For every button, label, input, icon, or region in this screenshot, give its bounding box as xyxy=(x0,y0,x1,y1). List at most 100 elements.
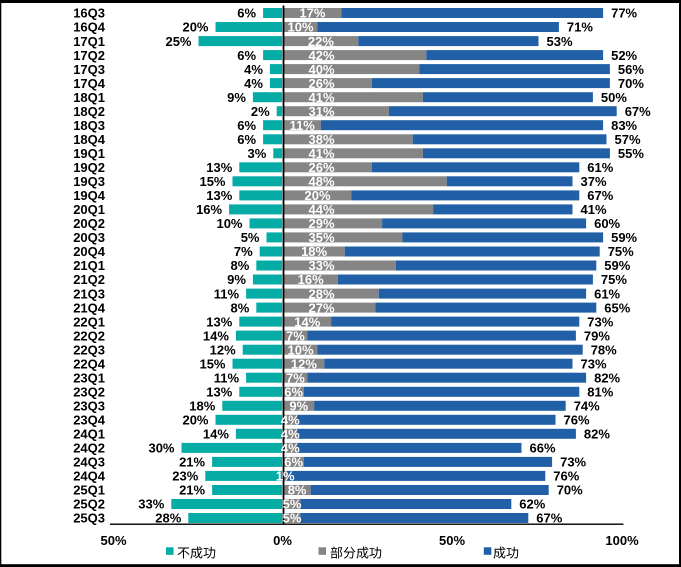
svg-text:1%: 1% xyxy=(276,469,295,484)
svg-text:20%: 20% xyxy=(304,188,330,203)
svg-text:20Q1: 20Q1 xyxy=(73,202,105,217)
svg-text:19Q3: 19Q3 xyxy=(73,174,105,189)
svg-text:41%: 41% xyxy=(308,90,334,105)
svg-text:18Q2: 18Q2 xyxy=(73,104,105,119)
svg-text:20Q3: 20Q3 xyxy=(73,230,105,245)
svg-text:6%: 6% xyxy=(284,385,303,400)
svg-text:16%: 16% xyxy=(298,272,324,287)
svg-text:21Q3: 21Q3 xyxy=(73,286,105,301)
svg-text:25%: 25% xyxy=(165,34,191,49)
svg-text:75%: 75% xyxy=(601,272,627,287)
svg-text:44%: 44% xyxy=(308,202,334,217)
svg-text:65%: 65% xyxy=(604,300,630,315)
svg-text:24Q4: 24Q4 xyxy=(73,469,106,484)
svg-text:82%: 82% xyxy=(584,427,610,442)
svg-text:28%: 28% xyxy=(155,511,181,526)
svg-text:25Q1: 25Q1 xyxy=(73,483,105,498)
svg-text:15%: 15% xyxy=(199,356,225,371)
svg-text:70%: 70% xyxy=(557,483,583,498)
svg-text:23%: 23% xyxy=(172,469,198,484)
svg-text:16%: 16% xyxy=(196,202,222,217)
svg-text:22Q4: 22Q4 xyxy=(73,356,106,371)
svg-text:25Q3: 25Q3 xyxy=(73,511,105,526)
svg-text:0%: 0% xyxy=(273,533,292,548)
svg-text:42%: 42% xyxy=(308,48,334,63)
svg-text:13%: 13% xyxy=(206,160,232,175)
svg-text:14%: 14% xyxy=(294,314,320,329)
svg-text:7%: 7% xyxy=(234,244,253,259)
svg-text:14%: 14% xyxy=(203,328,229,343)
svg-text:10%: 10% xyxy=(287,342,313,357)
svg-text:41%: 41% xyxy=(308,146,334,161)
svg-text:3%: 3% xyxy=(248,146,267,161)
svg-text:4%: 4% xyxy=(244,76,263,91)
svg-text:13%: 13% xyxy=(206,314,232,329)
svg-text:53%: 53% xyxy=(547,34,573,49)
svg-text:13%: 13% xyxy=(206,188,232,203)
svg-text:73%: 73% xyxy=(560,455,586,470)
svg-text:23Q4: 23Q4 xyxy=(73,413,106,428)
svg-text:18Q1: 18Q1 xyxy=(73,90,105,105)
svg-text:19Q2: 19Q2 xyxy=(73,160,105,175)
svg-text:7%: 7% xyxy=(286,370,305,385)
svg-text:23Q1: 23Q1 xyxy=(73,370,105,385)
svg-text:70%: 70% xyxy=(618,76,644,91)
svg-text:8%: 8% xyxy=(231,300,250,315)
svg-text:22Q1: 22Q1 xyxy=(73,314,105,329)
svg-text:77%: 77% xyxy=(611,6,637,21)
svg-text:67%: 67% xyxy=(625,104,651,119)
svg-text:50%: 50% xyxy=(439,533,465,548)
svg-text:22Q3: 22Q3 xyxy=(73,342,105,357)
svg-text:4%: 4% xyxy=(281,427,300,442)
svg-text:14%: 14% xyxy=(203,427,229,442)
svg-text:66%: 66% xyxy=(530,441,556,456)
svg-text:13%: 13% xyxy=(206,385,232,400)
svg-text:82%: 82% xyxy=(594,370,620,385)
svg-text:12%: 12% xyxy=(210,342,236,357)
svg-text:17Q4: 17Q4 xyxy=(73,76,106,91)
svg-text:21%: 21% xyxy=(179,483,205,498)
svg-text:71%: 71% xyxy=(567,20,593,35)
svg-text:4%: 4% xyxy=(244,62,263,77)
svg-text:10%: 10% xyxy=(216,216,242,231)
svg-text:20Q2: 20Q2 xyxy=(73,216,105,231)
svg-text:22Q2: 22Q2 xyxy=(73,328,105,343)
svg-text:33%: 33% xyxy=(138,497,164,512)
svg-text:21Q2: 21Q2 xyxy=(73,272,105,287)
svg-text:17%: 17% xyxy=(299,6,325,21)
svg-text:57%: 57% xyxy=(615,132,641,147)
svg-text:5%: 5% xyxy=(241,230,260,245)
svg-text:20%: 20% xyxy=(182,20,208,35)
svg-text:18Q3: 18Q3 xyxy=(73,118,105,133)
svg-text:79%: 79% xyxy=(584,328,610,343)
svg-text:6%: 6% xyxy=(237,118,256,133)
svg-text:11%: 11% xyxy=(214,286,240,301)
svg-text:29%: 29% xyxy=(308,216,334,231)
svg-text:67%: 67% xyxy=(536,511,562,526)
svg-text:30%: 30% xyxy=(148,441,174,456)
svg-text:23Q3: 23Q3 xyxy=(73,399,105,414)
svg-text:75%: 75% xyxy=(608,244,634,259)
svg-text:56%: 56% xyxy=(618,62,644,77)
svg-text:24Q3: 24Q3 xyxy=(73,455,105,470)
svg-text:4%: 4% xyxy=(281,413,300,428)
svg-text:37%: 37% xyxy=(581,174,607,189)
svg-text:8%: 8% xyxy=(288,483,307,498)
svg-text:6%: 6% xyxy=(237,132,256,147)
svg-text:9%: 9% xyxy=(227,272,246,287)
svg-text:2%: 2% xyxy=(251,104,270,119)
svg-text:73%: 73% xyxy=(587,314,613,329)
svg-text:83%: 83% xyxy=(611,118,637,133)
svg-text:28%: 28% xyxy=(308,286,334,301)
svg-text:40%: 40% xyxy=(308,62,334,77)
svg-text:55%: 55% xyxy=(618,146,644,161)
svg-text:23Q2: 23Q2 xyxy=(73,385,105,400)
svg-text:59%: 59% xyxy=(611,230,637,245)
svg-text:18%: 18% xyxy=(301,244,327,259)
svg-text:9%: 9% xyxy=(227,90,246,105)
svg-text:7%: 7% xyxy=(286,328,305,343)
svg-text:24Q1: 24Q1 xyxy=(73,427,105,442)
svg-text:50%: 50% xyxy=(601,90,627,105)
svg-text:18%: 18% xyxy=(189,399,215,414)
svg-text:25Q2: 25Q2 xyxy=(73,497,105,512)
